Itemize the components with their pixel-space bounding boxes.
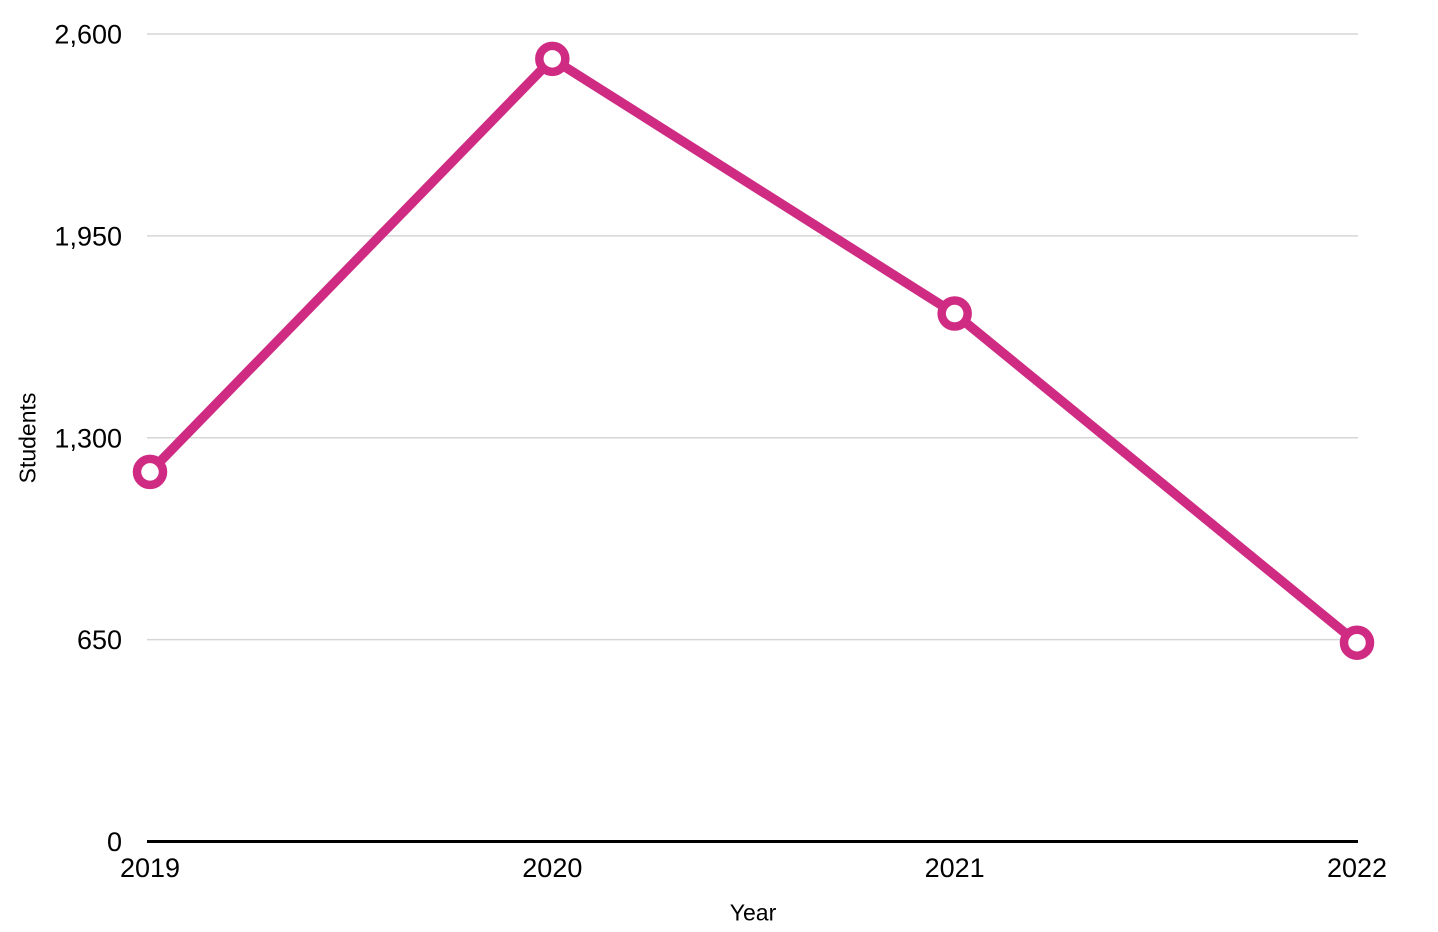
y-tick-label: 650 xyxy=(77,625,122,655)
y-tick-label: 2,600 xyxy=(54,20,122,50)
y-tick-label: 1,950 xyxy=(54,221,122,251)
data-point-marker xyxy=(1339,625,1375,660)
data-point-marker xyxy=(937,296,972,331)
x-tick-label: 2021 xyxy=(925,853,985,883)
y-axis-title: Students xyxy=(14,392,41,484)
x-axis-title: Year xyxy=(729,899,777,926)
x-tick-label: 2020 xyxy=(522,853,582,883)
data-point-marker xyxy=(132,454,168,490)
x-tick-label: 2019 xyxy=(120,853,180,883)
data-point-marker xyxy=(535,41,570,77)
y-tick-label: 0 xyxy=(107,827,122,857)
y-tick-label: 1,300 xyxy=(54,423,122,453)
x-tick-label: 2022 xyxy=(1327,853,1387,883)
series-line xyxy=(146,54,1361,647)
